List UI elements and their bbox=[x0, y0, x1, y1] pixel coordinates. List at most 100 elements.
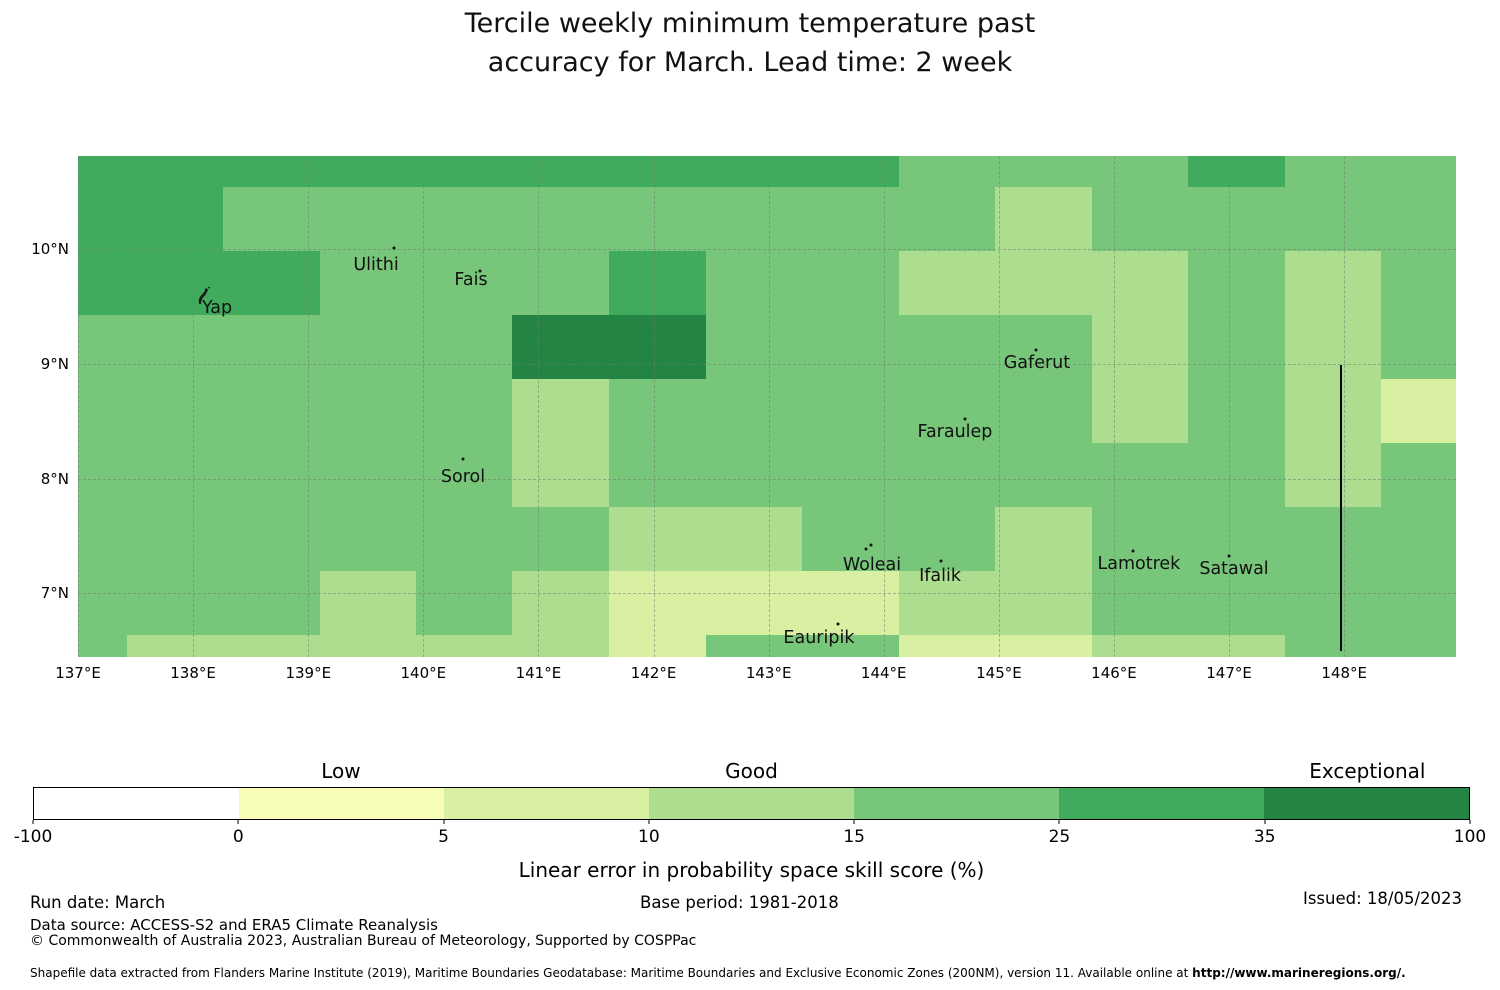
heatmap-cell bbox=[995, 378, 1092, 443]
heatmap-cell bbox=[898, 156, 996, 187]
colorbar-tick-label: 25 bbox=[1048, 827, 1071, 847]
heatmap-cell bbox=[416, 156, 513, 187]
x-tick-label: 140°E bbox=[400, 664, 447, 682]
heatmap-cell bbox=[126, 507, 223, 572]
x-tick-label: 143°E bbox=[745, 664, 792, 682]
colorbar-segment bbox=[444, 788, 649, 819]
heatmap-cell bbox=[1284, 156, 1382, 187]
colorbar: -100 0 5 10 15 25 35 100 Low Good Exceptional Line… bbox=[14, 759, 1487, 882]
heatmap-cell bbox=[705, 443, 802, 507]
heatmap-cell bbox=[995, 507, 1092, 572]
heatmap-cell bbox=[995, 635, 1092, 657]
heatmap-cell bbox=[1381, 635, 1456, 657]
island-marker-dot bbox=[1227, 554, 1231, 558]
island-marker-dot bbox=[864, 547, 868, 551]
heatmap-cell bbox=[802, 378, 899, 443]
colorbar-tick-mark bbox=[853, 820, 855, 824]
meridian-gridline bbox=[78, 156, 79, 657]
colorbar-tick-label: 100 bbox=[1453, 827, 1487, 847]
title-line-2: accuracy for March. Lead time: 2 week bbox=[487, 47, 1013, 78]
heatmap-cell bbox=[319, 378, 417, 443]
heatmap-cell bbox=[78, 443, 127, 507]
island-marker-dot bbox=[478, 269, 482, 273]
heatmap-cell bbox=[1091, 315, 1189, 379]
heatmap-cell bbox=[222, 571, 320, 635]
heatmap-cell bbox=[802, 187, 899, 251]
data-source-text: Data source: ACCESS-S2 and ERA5 Climate … bbox=[30, 916, 438, 934]
heatmap-cell bbox=[1188, 187, 1285, 251]
heatmap-cell bbox=[78, 187, 127, 251]
x-tick-label: 138°E bbox=[170, 664, 216, 682]
heatmap-cell bbox=[319, 635, 417, 657]
heatmap-cell bbox=[705, 187, 802, 251]
heatmap-cell bbox=[1188, 507, 1285, 572]
heatmap-cell bbox=[222, 507, 320, 572]
heatmap-cell bbox=[1091, 443, 1189, 507]
heatmap-cell bbox=[898, 250, 996, 315]
colorbar-segment bbox=[34, 788, 239, 819]
heatmap-cell bbox=[1284, 250, 1382, 315]
heatmap-cell bbox=[222, 315, 320, 379]
base-period-text: Base period: 1981-2018 bbox=[640, 893, 839, 912]
heatmap-cell bbox=[78, 378, 127, 443]
map-heatmap: Yap Ulithi Fais Sorol Gaferut Faraulep Woleai I… bbox=[31, 156, 1456, 682]
meridian-gridline bbox=[998, 156, 1000, 657]
colorbar-category-label: Exceptional bbox=[1309, 759, 1426, 783]
heatmap-cell bbox=[1381, 187, 1456, 251]
heatmap-cell bbox=[512, 635, 610, 657]
heatmap-cell bbox=[222, 250, 320, 315]
title-line-1: Tercile weekly minimum temperature past bbox=[464, 8, 1036, 39]
parallel-gridline bbox=[78, 364, 1456, 365]
meridian-gridline bbox=[883, 156, 885, 657]
heatmap-cell bbox=[995, 156, 1092, 187]
island-marker-dot bbox=[963, 417, 967, 421]
island-label: Woleai bbox=[842, 555, 902, 576]
colorbar-tick-label: 0 bbox=[232, 827, 244, 847]
heatmap-cell bbox=[1188, 378, 1285, 443]
heatmap-cell bbox=[995, 250, 1092, 315]
island-marker-dot bbox=[836, 622, 840, 626]
heatmap-cell bbox=[78, 250, 127, 315]
heatmap-cell bbox=[1091, 187, 1189, 251]
heatmap-cell bbox=[416, 187, 513, 251]
heatmap-cell bbox=[898, 507, 996, 572]
heatmap-cell bbox=[1188, 250, 1285, 315]
heatmap-cell bbox=[78, 635, 127, 657]
colorbar-tick-label: 15 bbox=[843, 827, 865, 847]
meridian-gridline bbox=[1229, 156, 1231, 657]
heatmap-cell bbox=[1284, 187, 1382, 251]
parallel-gridline bbox=[78, 593, 1456, 595]
heatmap-cell bbox=[609, 315, 706, 379]
island-label: Yap bbox=[201, 298, 233, 318]
parallel-gridline bbox=[78, 478, 1456, 480]
colorbar-category-label: Good bbox=[725, 759, 778, 783]
heatmap-cell bbox=[609, 571, 706, 635]
heatmap-cell bbox=[609, 187, 706, 251]
heatmap-cell bbox=[1381, 507, 1456, 572]
heatmap-cell bbox=[802, 635, 899, 657]
heatmap-cell bbox=[78, 571, 127, 635]
heatmap-cell bbox=[898, 443, 996, 507]
heatmap-cell bbox=[319, 250, 417, 315]
heatmap-cell bbox=[416, 507, 513, 572]
heatmap-cell bbox=[609, 250, 706, 315]
heatmap-cell bbox=[319, 571, 417, 635]
heatmap-cell bbox=[319, 187, 417, 251]
colorbar-tick-mark bbox=[1469, 820, 1471, 824]
y-tick-label: 10°N bbox=[31, 239, 69, 258]
heatmap-cell bbox=[1188, 443, 1285, 507]
island-marker-dot bbox=[939, 559, 943, 563]
x-tick-label: 146°E bbox=[1091, 664, 1137, 682]
heatmap-cell bbox=[898, 187, 996, 251]
heatmap-cell bbox=[78, 507, 127, 572]
colorbar-segment bbox=[854, 788, 1059, 819]
heatmap-cell bbox=[1381, 315, 1456, 379]
heatmap-cell bbox=[126, 443, 223, 507]
heatmap-cell bbox=[609, 635, 706, 657]
heatmap-cell bbox=[222, 443, 320, 507]
heatmap-cell bbox=[1284, 378, 1382, 443]
heatmap-cell bbox=[1381, 250, 1456, 315]
heatmap-cell bbox=[1091, 635, 1189, 657]
heatmap-cell bbox=[126, 571, 223, 635]
heatmap-cell bbox=[222, 187, 320, 251]
